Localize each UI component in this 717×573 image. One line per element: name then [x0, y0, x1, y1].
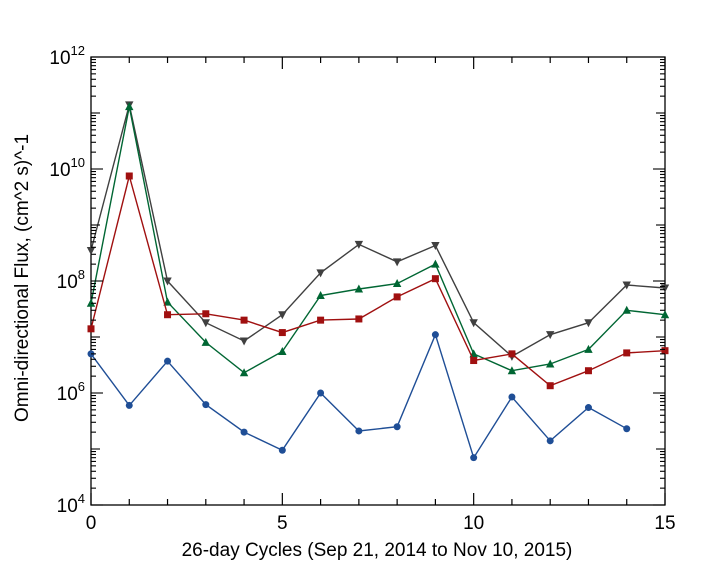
data-point: [470, 357, 478, 365]
data-point: [431, 242, 440, 251]
data-point: [546, 382, 554, 390]
y-tick-label: 108: [57, 267, 85, 293]
data-point: [507, 366, 517, 375]
data-point: [431, 259, 440, 268]
data-point: [354, 284, 364, 293]
data-point: [316, 269, 325, 278]
data-point: [546, 359, 555, 368]
data-point: [393, 293, 401, 301]
data-point: [584, 404, 592, 412]
data-point: [278, 311, 287, 320]
data-point: [393, 423, 401, 431]
data-point: [660, 284, 670, 293]
data-point: [584, 344, 593, 353]
data-point: [431, 275, 439, 283]
data-point: [164, 311, 172, 319]
data-point: [470, 454, 478, 462]
data-point: [508, 393, 516, 401]
data-point: [508, 350, 516, 358]
data-point: [87, 325, 95, 333]
data-point: [239, 337, 249, 346]
y-tick-label: 104: [57, 491, 85, 517]
data-point: [392, 258, 402, 267]
y-tick-label: 1012: [49, 43, 85, 69]
data-point: [278, 446, 286, 454]
x-tick-label: 10: [463, 513, 484, 534]
series-line-4: [90, 332, 628, 460]
series-line-2: [90, 106, 666, 374]
data-point: [317, 316, 325, 324]
plot-frame: [90, 56, 666, 506]
data-point: [239, 368, 249, 377]
x-tick-label: 0: [86, 513, 97, 534]
series-line-1: [90, 104, 666, 358]
data-point: [201, 337, 210, 346]
data-point: [278, 329, 286, 337]
data-point: [163, 297, 172, 306]
data-point: [125, 102, 134, 111]
data-point: [546, 437, 554, 445]
data-point: [125, 172, 133, 180]
data-point: [355, 315, 363, 323]
data-point: [584, 367, 592, 375]
data-point: [661, 347, 669, 355]
data-point: [355, 427, 363, 435]
y-tick-label: 106: [57, 379, 85, 405]
data-point: [202, 310, 210, 318]
y-tick-label: 1010: [49, 155, 85, 181]
data-point: [354, 240, 364, 249]
data-point: [164, 357, 172, 365]
data-point: [240, 316, 248, 324]
data-point: [623, 425, 631, 433]
data-point: [240, 428, 248, 436]
data-point: [660, 310, 670, 319]
data-point: [86, 247, 96, 256]
data-point: [623, 349, 631, 357]
data-point: [431, 331, 439, 339]
x-axis-title: 26-day Cycles (Sep 21, 2014 to Nov 10, 2…: [182, 540, 573, 561]
data-point: [469, 319, 478, 328]
data-point: [202, 401, 210, 409]
data-point: [392, 279, 402, 288]
data-point: [201, 319, 210, 328]
data-point: [278, 347, 287, 356]
data-point: [622, 281, 631, 290]
data-point: [316, 291, 325, 300]
data-point: [163, 277, 172, 286]
data-point: [584, 319, 593, 328]
data-point: [317, 389, 325, 397]
data-point: [125, 401, 133, 409]
y-axis-title: Omni-directional Flux, (cm^2 s)^-1: [12, 134, 33, 422]
series-line-3: [90, 173, 666, 387]
data-point: [546, 331, 555, 340]
data-point: [622, 305, 631, 314]
x-tick-label: 5: [277, 513, 288, 534]
x-tick-label: 15: [654, 513, 675, 534]
